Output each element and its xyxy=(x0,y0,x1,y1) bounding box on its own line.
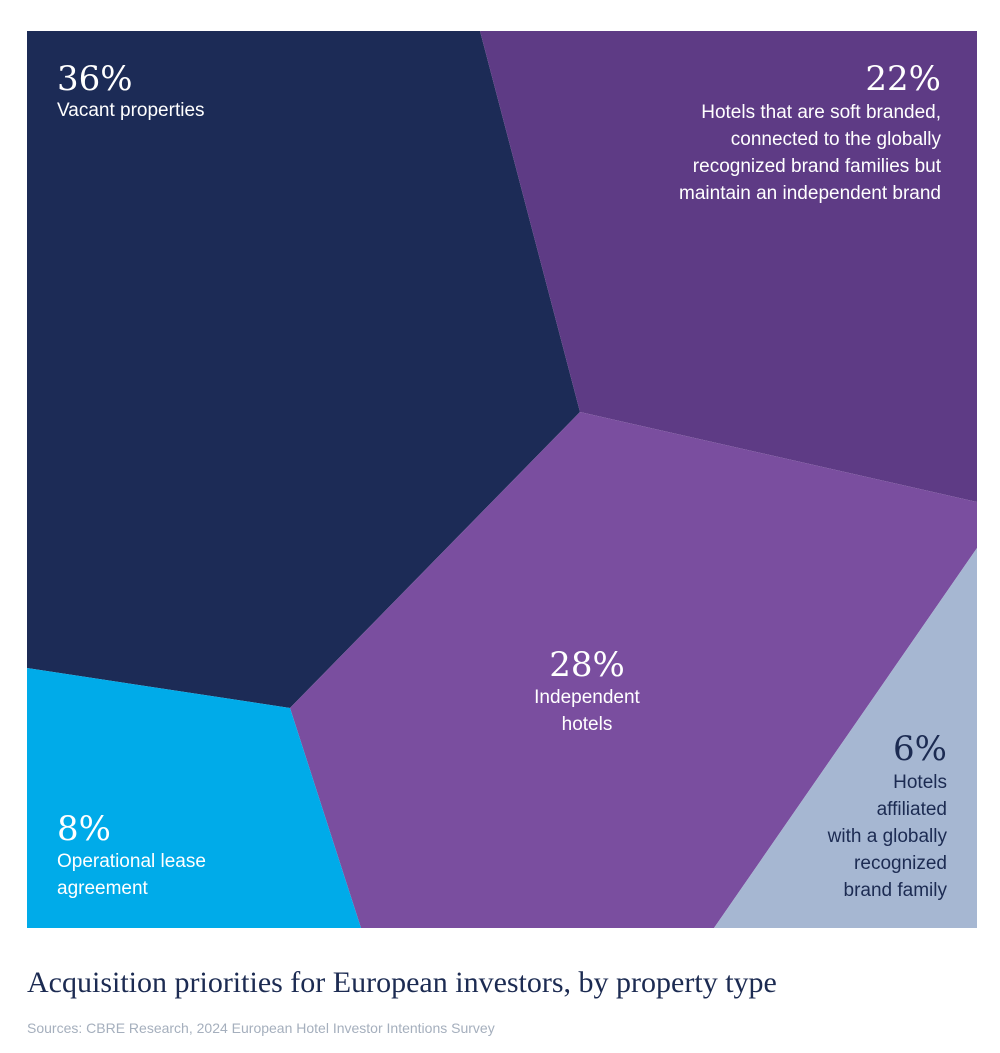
chart-title: Acquisition priorities for European inve… xyxy=(27,966,777,999)
chart-source: Sources: CBRE Research, 2024 European Ho… xyxy=(27,1020,495,1036)
cell-vacant xyxy=(27,31,580,708)
cell-operational-lease xyxy=(27,668,361,928)
cell-soft-branded xyxy=(480,31,977,502)
category-label-soft-branded: maintain an independent brand xyxy=(679,183,941,204)
value-label-independent: 28% xyxy=(549,645,625,685)
cell-affiliated xyxy=(714,548,977,928)
category-label-vacant: Vacant properties xyxy=(57,100,205,121)
voronoi-chart: 36%Vacant properties 22% Hotels that are s… xyxy=(27,31,977,928)
chart-labels: 36%Vacant properties 22% Hotels that are s… xyxy=(57,59,948,901)
category-label-independent: hotels xyxy=(562,714,613,735)
category-label-operational-lease: Operational lease xyxy=(57,851,206,872)
category-label-soft-branded: connected to the globally xyxy=(731,129,942,150)
value-label-vacant: 36% xyxy=(57,59,133,99)
cell-independent xyxy=(290,412,977,928)
value-label-operational-lease: 8% xyxy=(57,809,111,849)
category-label-affiliated: brand family xyxy=(844,880,948,901)
category-label-operational-lease: agreement xyxy=(57,878,149,899)
category-label-independent: Independent xyxy=(534,687,640,708)
category-label-soft-branded: recognized brand families but xyxy=(693,156,942,177)
value-label-affiliated: 6% xyxy=(893,729,947,769)
category-label-affiliated: Hotels xyxy=(893,772,947,793)
category-label-affiliated: affiliated xyxy=(877,799,947,820)
category-label-soft-branded: Hotels that are soft branded, xyxy=(701,102,941,123)
chart-cells xyxy=(27,31,977,928)
category-label-affiliated: with a globally xyxy=(827,826,948,847)
value-label-soft-branded: 22% xyxy=(865,59,941,99)
category-label-affiliated: recognized xyxy=(854,853,947,874)
